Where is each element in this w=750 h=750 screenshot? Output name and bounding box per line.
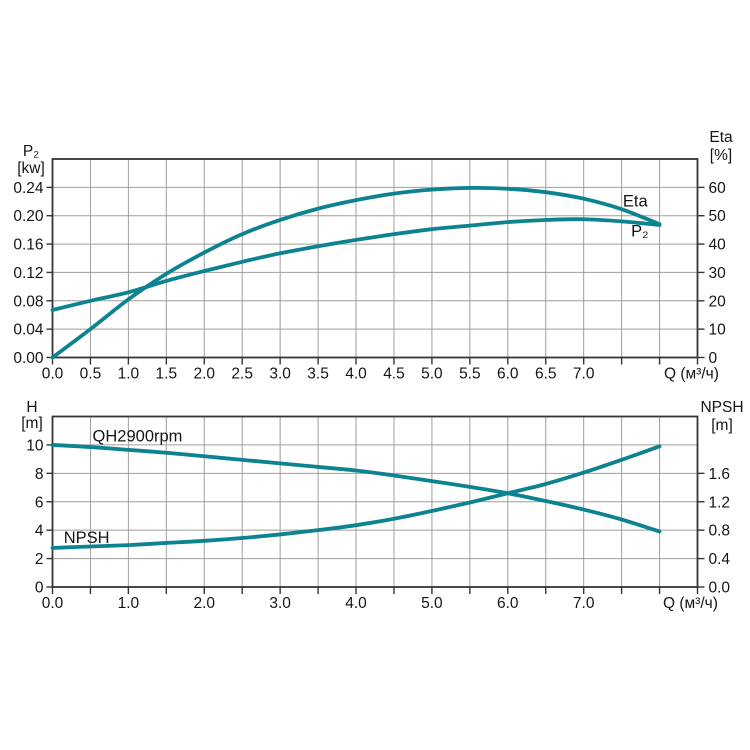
left-tick-label: 10 <box>26 437 44 454</box>
right-tick-label: 0.0 <box>709 580 731 597</box>
left-tick-label: 0.00 <box>13 350 44 367</box>
x-tick-label: 7.0 <box>573 595 595 612</box>
x-tick-label: 5.5 <box>459 366 481 383</box>
right-tick-label: 1.6 <box>709 466 731 483</box>
x-tick-label: 1.0 <box>118 595 140 612</box>
x-tick-label: 6.5 <box>535 366 557 383</box>
right-tick-label: 0 <box>709 350 718 367</box>
right-axis-title: [m] <box>711 417 733 434</box>
plot-border <box>51 415 699 588</box>
right-axis-title: Eta <box>709 129 733 146</box>
x-tick-label: 5.0 <box>421 366 443 383</box>
plot-border <box>51 158 699 359</box>
eta-curve <box>50 185 662 360</box>
left-tick-label: 8 <box>35 466 44 483</box>
x-tick-label: 2.0 <box>193 366 215 383</box>
right-tick-label: 20 <box>709 293 727 310</box>
left-tick-label: 0.08 <box>13 293 43 310</box>
x-tick-label: 0.0 <box>42 366 64 383</box>
left-tick-label: 6 <box>35 494 44 511</box>
x-tick-label: 6.0 <box>497 595 519 612</box>
x-tick-label: 0.0 <box>42 595 64 612</box>
x-axis-unit-label: Q (м³/ч) <box>664 366 719 383</box>
left-axis-title: P₂ <box>23 143 39 160</box>
x-tick-label: 2.5 <box>231 366 253 383</box>
x-tick-label: 2.0 <box>193 595 215 612</box>
left-tick-label: 0.16 <box>13 237 43 254</box>
x-tick-label: 3.0 <box>269 595 291 612</box>
x-tick-label: 4.5 <box>383 366 405 383</box>
left-tick-label: 0.20 <box>13 208 44 225</box>
power-efficiency-chart: 0.00 0.04 0.08 0.12 0.16 0.20 0.24 0 10 20 30 40 50 6… <box>13 129 733 383</box>
x-tick-label: 4.0 <box>345 595 367 612</box>
left-axis-title: [m] <box>21 415 43 432</box>
x-tick-label: 6.0 <box>497 366 519 383</box>
right-tick-label: 50 <box>709 208 727 225</box>
left-tick-label: 2 <box>35 551 44 568</box>
x-tick-label: 7.0 <box>573 366 595 383</box>
right-tick-label: 10 <box>709 322 727 339</box>
right-tick-label: 60 <box>709 180 727 197</box>
npsh-curve <box>50 444 662 550</box>
left-tick-label: 0.12 <box>13 265 43 282</box>
npsh-curve-label: NPSH <box>64 529 110 547</box>
right-axis-title: [%] <box>710 147 732 164</box>
right-tick-label: 1.2 <box>709 494 731 511</box>
left-axis-title: H <box>26 399 37 416</box>
qh2900rpm-curve-label: QH2900rpm <box>93 427 183 445</box>
head-npsh-chart: 0 2 4 6 8 10 0.0 0.4 0.8 1.2 1.6 0.0 1.0 2.0 3.0 4.0 5.0… <box>21 399 743 612</box>
right-tick-label: 0.4 <box>709 551 731 568</box>
eta-curve-label: Eta <box>623 193 649 211</box>
x-tick-label: 0.5 <box>80 366 102 383</box>
qh2900rpm-curve <box>50 443 662 534</box>
right-tick-label: 30 <box>709 265 727 282</box>
x-tick-label: 4.0 <box>345 366 367 383</box>
left-axis-title: [kw] <box>17 160 45 177</box>
x-tick-label: 3.0 <box>269 366 291 383</box>
x-axis-unit-label: Q (м³/ч) <box>663 595 718 612</box>
x-tick-label: 3.5 <box>307 366 329 383</box>
x-tick-label: 1.0 <box>118 366 140 383</box>
left-tick-label: 0.04 <box>13 322 44 339</box>
left-tick-label: 0.24 <box>13 180 44 197</box>
p2-curve-label: P₂ <box>631 222 648 240</box>
left-tick-label: 4 <box>35 523 44 540</box>
x-tick-label: 1.5 <box>156 366 178 383</box>
left-tick-label: 0 <box>35 580 44 597</box>
right-tick-label: 40 <box>709 237 727 254</box>
right-axis-title: NPSH <box>700 399 743 416</box>
p2-curve <box>50 217 662 312</box>
right-tick-label: 0.8 <box>709 523 731 540</box>
x-tick-label: 5.0 <box>421 595 443 612</box>
